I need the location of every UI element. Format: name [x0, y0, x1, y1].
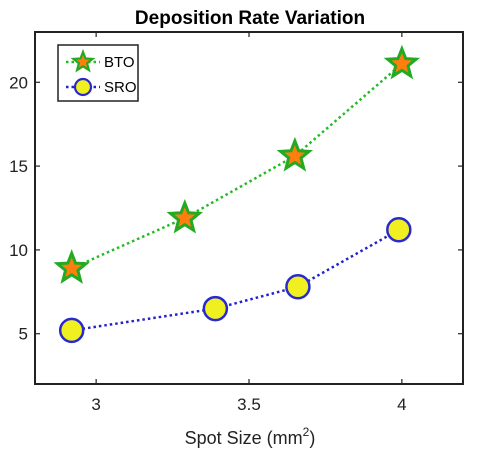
- point-bto: [383, 44, 420, 80]
- y-tick-label: 20: [9, 73, 28, 92]
- legend: BTO SRO: [57, 44, 139, 102]
- legend-marker-bto: [70, 48, 96, 73]
- y-tick-label: 10: [9, 241, 28, 260]
- point-sro: [58, 317, 85, 344]
- series-line-bto: [71, 62, 403, 270]
- x-axis-label: Spot Size (mm2): [185, 425, 316, 448]
- y-tick-label: 15: [9, 157, 28, 176]
- chart-title: Deposition Rate Variation: [135, 8, 365, 29]
- x-tick-label: 3: [91, 395, 100, 414]
- series-line-sro: [71, 228, 400, 332]
- point-bto: [276, 136, 314, 172]
- x-tick-label: 4: [397, 395, 406, 414]
- legend-box: [57, 44, 139, 102]
- x-axis-label-close: ): [309, 428, 315, 448]
- legend-label-bto: BTO: [104, 54, 135, 71]
- x-axis-label-main: Spot Size (mm: [185, 428, 303, 448]
- x-axis-label-superscript: 2: [303, 425, 310, 439]
- y-tick-label: 5: [19, 325, 28, 344]
- point-bto: [166, 198, 204, 234]
- series-lines: [71, 62, 403, 332]
- legend-marker-sro: [73, 77, 93, 97]
- legend-label-sro: SRO: [104, 79, 137, 96]
- point-sro: [285, 274, 311, 300]
- y-axis: 5 10 15 20: [9, 73, 463, 344]
- x-tick-label: 3.5: [237, 395, 261, 414]
- point-bto: [53, 249, 90, 284]
- point-sro: [386, 217, 412, 243]
- series-markers: [53, 44, 420, 344]
- x-axis: 3 3.5 4: [91, 32, 407, 414]
- point-sro: [202, 295, 229, 322]
